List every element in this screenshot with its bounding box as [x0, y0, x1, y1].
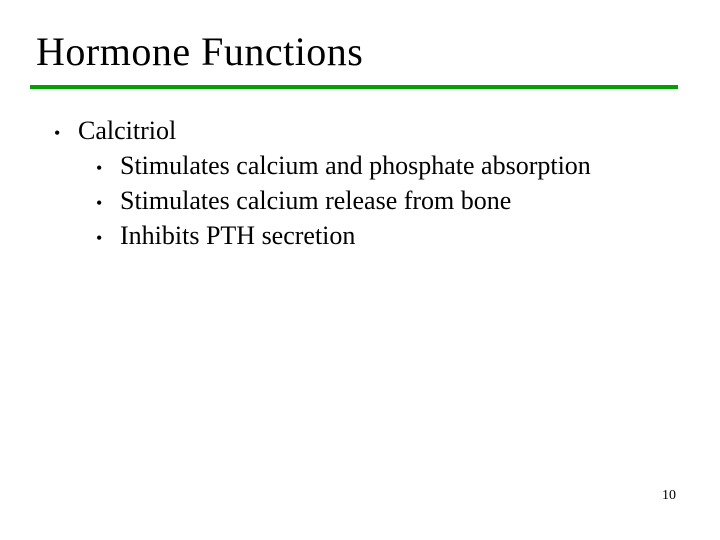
- title-rule: [30, 85, 678, 89]
- list-item-text: Inhibits PTH secretion: [120, 218, 355, 253]
- page-number: 10: [662, 488, 676, 504]
- list-item-text: Stimulates calcium and phosphate absorpt…: [120, 148, 591, 183]
- list-item-text: Calcitriol: [78, 113, 176, 148]
- list-item: • Stimulates calcium release from bone: [96, 183, 684, 218]
- list-item: • Calcitriol: [54, 113, 684, 148]
- slide-body: • Calcitriol • Stimulates calcium and ph…: [36, 113, 684, 253]
- bullet-icon: •: [96, 156, 120, 180]
- bullet-icon: •: [96, 226, 120, 250]
- list-item-text: Stimulates calcium release from bone: [120, 183, 511, 218]
- bullet-icon: •: [96, 191, 120, 215]
- sublist: • Stimulates calcium and phosphate absor…: [54, 148, 684, 253]
- bullet-icon: •: [54, 121, 78, 145]
- list-item: • Inhibits PTH secretion: [96, 218, 684, 253]
- slide-title: Hormone Functions: [36, 28, 684, 75]
- list-item: • Stimulates calcium and phosphate absor…: [96, 148, 684, 183]
- slide: Hormone Functions • Calcitriol • Stimula…: [0, 0, 720, 540]
